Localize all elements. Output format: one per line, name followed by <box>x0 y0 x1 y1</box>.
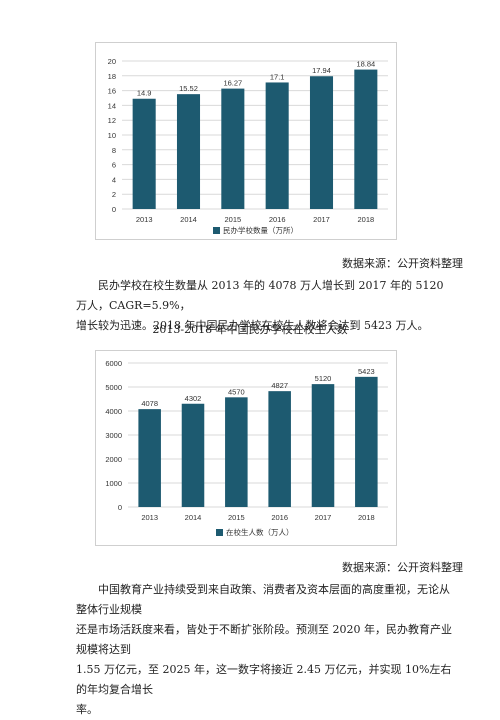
chart-title: 2013-2018 年中国民办学校在校生人数 <box>152 323 348 336</box>
x-tick-label: 2015 <box>228 513 245 522</box>
y-tick-label: 6000 <box>105 359 122 368</box>
paragraph-line: 率。 <box>76 703 98 716</box>
y-tick-label: 2000 <box>105 455 122 464</box>
y-tick-label: 16 <box>108 87 116 96</box>
y-tick-label: 5000 <box>105 383 122 392</box>
data-label: 16.27 <box>223 79 242 88</box>
bar <box>354 69 378 209</box>
data-label: 5423 <box>358 367 375 376</box>
data-label: 15.52 <box>179 84 198 93</box>
y-tick-label: 10 <box>108 131 116 140</box>
chart-school-count: 0 2 4 6 8 10 12 14 16 18 20 14.9 2013 15.52 2014 16.27 2… <box>95 42 397 240</box>
y-tick-label: 6 <box>112 161 116 170</box>
paragraph-enrollment: 民办学校在校生数量从 2013 年的 4078 万人增长到 2017 年的 51… <box>76 276 446 336</box>
bar <box>311 384 335 507</box>
x-tick-label: 2014 <box>185 513 202 522</box>
y-tick-label: 12 <box>108 116 116 125</box>
x-tick-label: 2014 <box>180 215 197 224</box>
source-note: 数据来源：公开资料整理 <box>342 257 463 270</box>
legend-swatch <box>213 227 220 234</box>
data-label: 17.94 <box>312 66 331 75</box>
bar <box>265 82 289 209</box>
paragraph-line: 还是市场活跃度来看，皆处于不断扩张阶段。预测至 2020 年，民办教育产业规模将… <box>76 623 452 656</box>
paragraph-line: 1.55 万亿元，至 2025 年，这一数字将接近 2.45 万亿元，并实现 1… <box>76 663 452 696</box>
data-label: 4827 <box>271 381 288 390</box>
y-tick-label: 4 <box>112 175 116 184</box>
y-tick-label: 8 <box>112 146 116 155</box>
legend-label: 民办学校数量（万所） <box>223 225 298 235</box>
paragraph-line: 民办学校在校生数量从 2013 年的 4078 万人增长到 2017 年的 51… <box>76 279 444 312</box>
data-label: 4570 <box>228 387 245 396</box>
bar <box>132 98 156 209</box>
data-label: 17.1 <box>270 72 285 81</box>
bar <box>355 376 378 507</box>
legend-swatch <box>216 529 223 536</box>
y-tick-label: 0 <box>112 205 116 214</box>
x-tick-label: 2013 <box>136 215 153 224</box>
chart-enrollment: 0 1000 2000 3000 4000 5000 6000 4078 2013 4302 201… <box>95 350 397 546</box>
chart-school-count-svg: 0 2 4 6 8 10 12 14 16 18 20 14.9 2013 15.52 2014 16.27 2… <box>108 57 388 235</box>
y-tick-label: 4000 <box>105 407 122 416</box>
y-tick-label: 0 <box>118 503 122 512</box>
paragraph-market: 中国教育产业持续受到来自政策、消费者及资本层面的高度重视，无论从整体行业规模 还… <box>76 580 456 720</box>
x-tick-label: 2013 <box>141 513 158 522</box>
chart-enrollment-svg: 0 1000 2000 3000 4000 5000 6000 4078 2013 4302 201… <box>105 359 388 537</box>
x-tick-label: 2016 <box>269 215 286 224</box>
x-tick-label: 2018 <box>357 215 374 224</box>
y-tick-label: 3000 <box>105 431 122 440</box>
y-tick-label: 2 <box>112 190 116 199</box>
y-tick-label: 18 <box>108 72 116 81</box>
paragraph-line: 中国教育产业持续受到来自政策、消费者及资本层面的高度重视，无论从整体行业规模 <box>76 583 450 616</box>
source-note: 数据来源：公开资料整理 <box>342 561 463 574</box>
data-label: 14.9 <box>137 89 152 98</box>
bar <box>268 391 291 507</box>
data-label: 5120 <box>315 374 332 383</box>
x-tick-label: 2016 <box>271 513 288 522</box>
x-tick-label: 2018 <box>358 513 375 522</box>
y-tick-label: 20 <box>108 57 116 66</box>
y-tick-label: 1000 <box>105 479 122 488</box>
bar <box>138 409 161 507</box>
data-label: 18.84 <box>356 60 375 69</box>
bar <box>309 76 334 209</box>
bar <box>181 403 205 507</box>
x-tick-label: 2017 <box>315 513 332 522</box>
bar <box>225 397 248 507</box>
y-tick-label: 14 <box>108 101 116 110</box>
x-tick-label: 2015 <box>224 215 241 224</box>
paragraph-line: 增长较为迅速。2018 年中国民办学校在校生人数将会达到 5423 万人。 <box>76 319 429 332</box>
data-label: 4302 <box>185 394 202 403</box>
bar <box>221 88 245 209</box>
bar <box>176 94 201 209</box>
legend-label: 在校生人数（万人） <box>226 527 294 537</box>
x-tick-label: 2017 <box>313 215 330 224</box>
data-label: 4078 <box>141 399 158 408</box>
